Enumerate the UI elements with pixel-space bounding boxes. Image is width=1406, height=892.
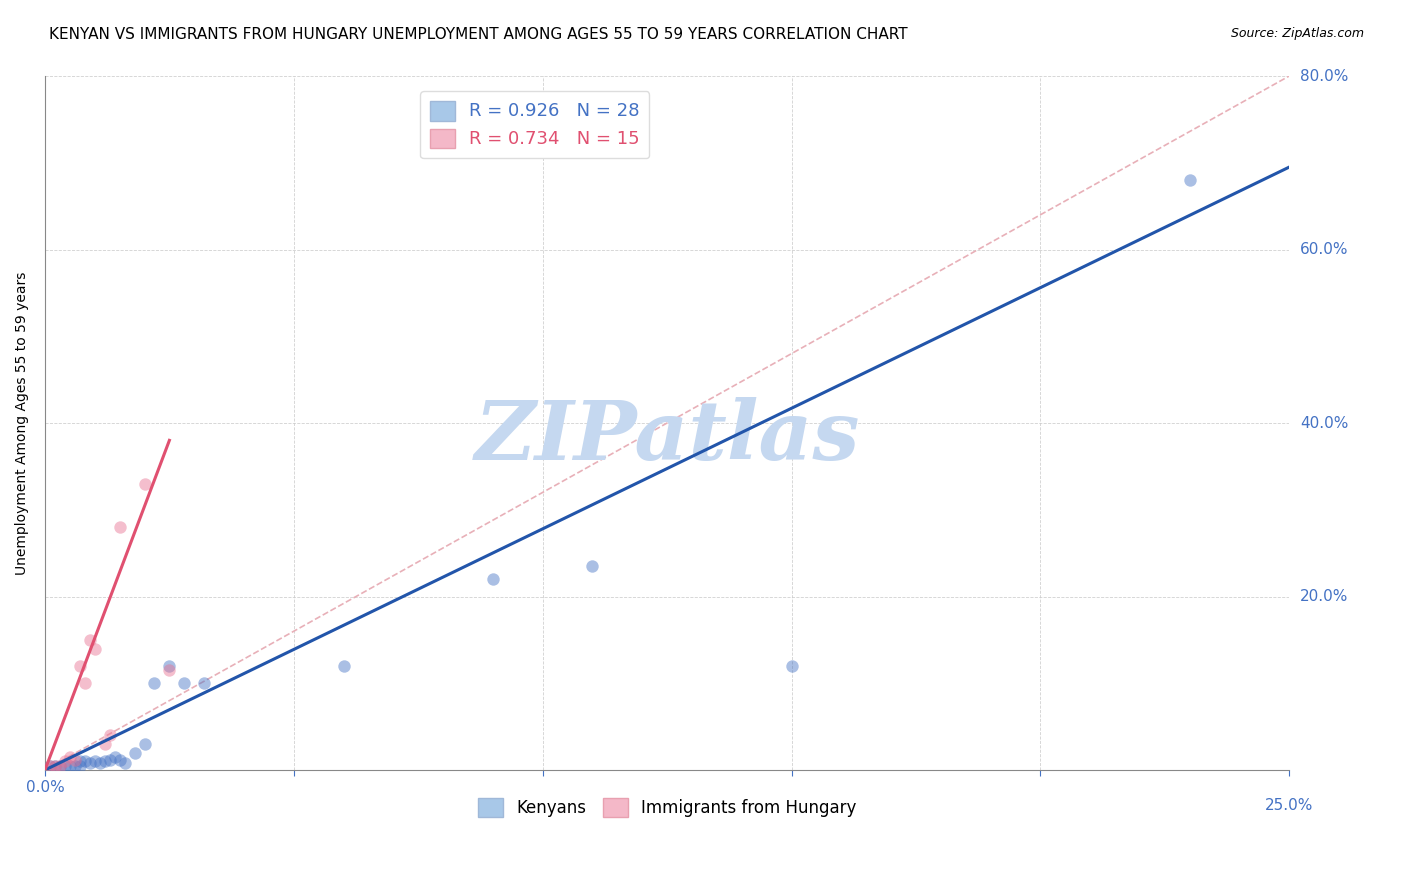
Point xyxy=(44,758,66,772)
Point xyxy=(93,737,115,751)
Point xyxy=(79,756,101,770)
Point xyxy=(59,758,82,772)
Point xyxy=(63,758,86,772)
Point xyxy=(63,753,86,767)
Point xyxy=(49,758,72,772)
Point xyxy=(44,758,66,772)
Point xyxy=(134,737,156,751)
Point xyxy=(482,572,505,586)
Point xyxy=(332,659,354,673)
Point xyxy=(39,758,62,772)
Text: 20.0%: 20.0% xyxy=(1301,589,1348,604)
Point xyxy=(73,676,96,690)
Legend: Kenyans, Immigrants from Hungary: Kenyans, Immigrants from Hungary xyxy=(471,791,863,824)
Point xyxy=(157,659,180,673)
Y-axis label: Unemployment Among Ages 55 to 59 years: Unemployment Among Ages 55 to 59 years xyxy=(15,271,30,574)
Point xyxy=(53,758,76,772)
Point xyxy=(114,756,136,770)
Point xyxy=(108,753,131,767)
Point xyxy=(98,728,121,742)
Point xyxy=(79,632,101,647)
Point xyxy=(39,758,62,772)
Text: 25.0%: 25.0% xyxy=(1265,797,1313,813)
Point xyxy=(98,753,121,767)
Point xyxy=(89,756,111,770)
Point xyxy=(83,641,105,656)
Point xyxy=(83,755,105,769)
Point xyxy=(73,755,96,769)
Point xyxy=(69,758,91,772)
Point xyxy=(93,755,115,769)
Point xyxy=(1178,173,1201,187)
Text: KENYAN VS IMMIGRANTS FROM HUNGARY UNEMPLOYMENT AMONG AGES 55 TO 59 YEARS CORRELA: KENYAN VS IMMIGRANTS FROM HUNGARY UNEMPL… xyxy=(49,27,908,42)
Point xyxy=(134,476,156,491)
Point xyxy=(780,659,803,673)
Text: Source: ZipAtlas.com: Source: ZipAtlas.com xyxy=(1230,27,1364,40)
Text: 40.0%: 40.0% xyxy=(1301,416,1348,431)
Point xyxy=(124,746,146,760)
Point xyxy=(69,755,91,769)
Point xyxy=(104,750,127,764)
Point xyxy=(69,659,91,673)
Point xyxy=(49,758,72,772)
Point xyxy=(53,755,76,769)
Point xyxy=(581,559,603,574)
Point xyxy=(193,676,215,690)
Point xyxy=(108,520,131,534)
Point xyxy=(173,676,195,690)
Point xyxy=(157,663,180,677)
Point xyxy=(143,676,166,690)
Text: 60.0%: 60.0% xyxy=(1301,242,1348,257)
Point xyxy=(59,750,82,764)
Text: 80.0%: 80.0% xyxy=(1301,69,1348,84)
Text: ZIPatlas: ZIPatlas xyxy=(474,397,860,477)
